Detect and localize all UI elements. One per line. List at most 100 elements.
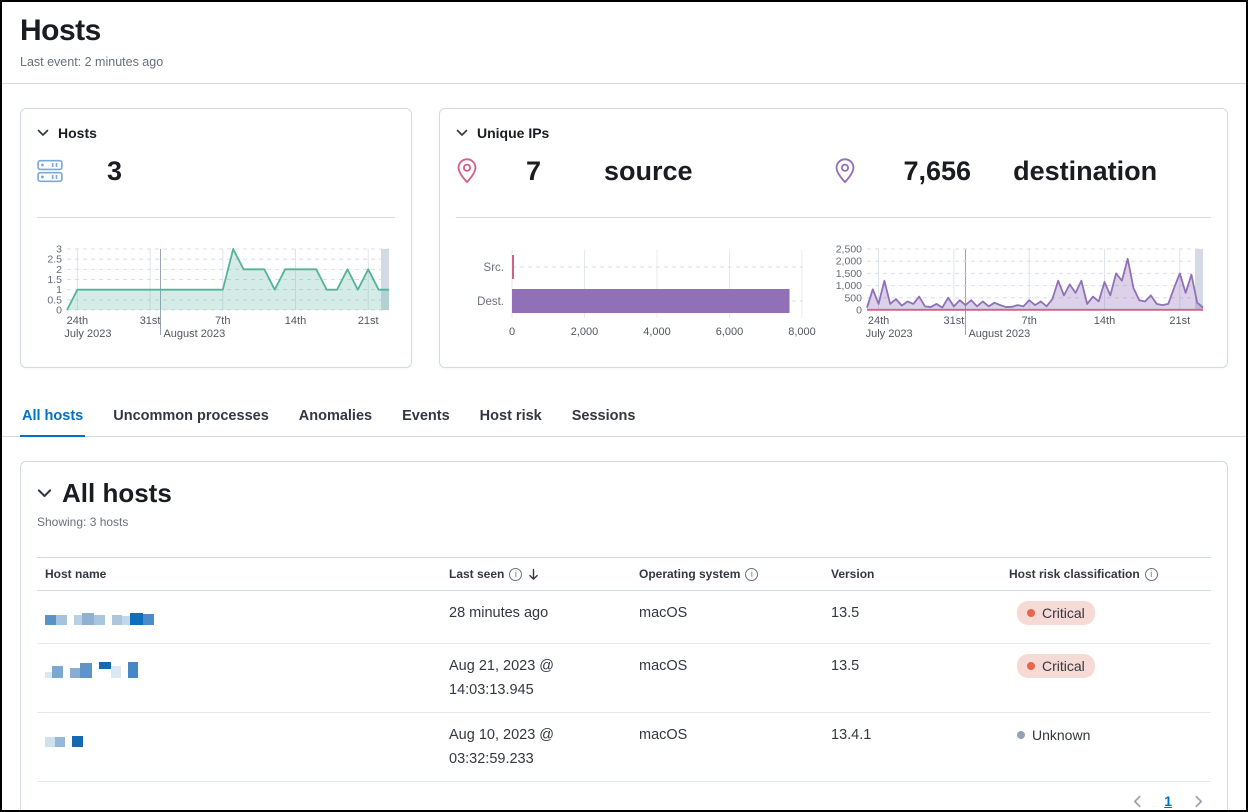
svg-text:2,000: 2,000 [836, 256, 862, 268]
unique-ips-bar-chart[interactable]: Src.Dest.02,0004,0006,0008,000 [456, 244, 816, 346]
unique-ips-area-chart[interactable]: 05001,0001,5002,0002,50024thJuly 202331s… [827, 244, 1211, 346]
column-header-host-risk-classification: Host risk classification i [1009, 558, 1211, 590]
all-hosts-table: Host name Last seeniOperating system i Vers… [37, 557, 1211, 782]
svg-text:7th: 7th [215, 315, 230, 327]
hosts-count: 3 [107, 156, 143, 187]
unique-ips-card-collapse-toggle[interactable] [456, 127, 468, 139]
svg-text:14th: 14th [285, 315, 306, 327]
svg-text:1,000: 1,000 [836, 280, 862, 292]
unique-ips-kpi-card: Unique IPs 7 source 7,656 destination [439, 108, 1228, 368]
tab-sessions[interactable]: Sessions [570, 398, 638, 437]
svg-text:24th: 24th [67, 315, 88, 327]
tab-anomalies[interactable]: Anomalies [297, 398, 374, 437]
svg-text:3: 3 [56, 244, 62, 256]
column-header-host-name: Host name [37, 558, 449, 590]
info-icon[interactable]: i [1145, 568, 1158, 581]
svg-text:8,000: 8,000 [788, 326, 816, 338]
table-row: Aug 10, 2023 @ 03:32:59.233macOS13.4.1 Un… [37, 713, 1211, 782]
svg-text:21st: 21st [358, 315, 379, 327]
all-hosts-collapse-toggle[interactable] [37, 486, 52, 501]
svg-text:1,500: 1,500 [836, 268, 862, 280]
column-header-version: Version [831, 558, 1009, 590]
last-seen-cell: Aug 10, 2023 @ 03:32:59.233 [449, 713, 639, 781]
last-seen-cell: 28 minutes ago [449, 591, 639, 643]
svg-text:7th: 7th [1022, 315, 1037, 327]
chevron-down-icon [456, 127, 468, 139]
risk-badge-critical: Critical [1017, 654, 1095, 678]
svg-text:24th: 24th [868, 315, 889, 327]
info-icon[interactable]: i [745, 568, 758, 581]
hosts-area-chart[interactable]: 00.511.522.5324thJuly 202331stAugust 202… [37, 244, 397, 346]
map-pin-icon-destination [834, 158, 860, 184]
source-ips-count: 7 [526, 156, 562, 187]
svg-text:0: 0 [856, 305, 862, 317]
chevron-down-icon [37, 486, 52, 501]
column-header-last-seen[interactable]: Last seeni [449, 558, 639, 590]
host-name-link[interactable] [45, 723, 83, 747]
destination-ips-label: destination [1013, 156, 1157, 187]
table-row: Aug 21, 2023 @ 14:03:13.945macOS13.5Crit… [37, 644, 1211, 713]
tab-uncommon-processes[interactable]: Uncommon processes [111, 398, 271, 437]
risk-dot-icon [1017, 731, 1025, 739]
column-label: Host risk classification [1009, 567, 1140, 581]
source-ips-stat: 7 source [456, 151, 834, 191]
chevron-down-icon [37, 127, 49, 139]
risk-badge-unknown: Unknown [1017, 723, 1100, 747]
hosts-section-tabs: All hosts Uncommon processes Anomalies Even… [2, 398, 1246, 437]
prev-page-button[interactable] [1131, 795, 1144, 808]
svg-text:2,500: 2,500 [836, 244, 862, 256]
card-divider [37, 217, 395, 218]
next-page-button[interactable] [1192, 795, 1205, 808]
column-label: Operating system [639, 567, 740, 581]
risk-dot-icon [1027, 662, 1035, 670]
card-divider [456, 217, 1211, 218]
svg-text:500: 500 [844, 292, 862, 304]
hosts-card-title: Hosts [58, 125, 97, 141]
svg-text:August 2023: August 2023 [968, 328, 1030, 340]
svg-text:July 2023: July 2023 [64, 328, 111, 340]
host-name-link[interactable] [45, 654, 138, 678]
destination-ips-count: 7,656 [904, 156, 972, 187]
svg-text:31st: 31st [140, 315, 161, 327]
page-title: Hosts [20, 14, 1228, 48]
column-header-operating-system: Operating system i [639, 558, 831, 590]
svg-text:0: 0 [509, 326, 515, 338]
table-body: 28 minutes agomacOS13.5CriticalAug 21, 2… [37, 591, 1211, 782]
tab-all-hosts[interactable]: All hosts [20, 398, 85, 437]
host-risk-cell: Critical [1009, 644, 1211, 712]
host-risk-cell: Unknown [1009, 713, 1211, 781]
column-label: Version [831, 567, 874, 581]
risk-dot-icon [1027, 609, 1035, 617]
svg-text:31st: 31st [943, 315, 964, 327]
last-seen-cell: Aug 21, 2023 @ 14:03:13.945 [449, 644, 639, 712]
host-name-link[interactable] [45, 601, 154, 625]
info-icon[interactable]: i [509, 568, 522, 581]
destination-ips-stat: 7,656 destination [834, 151, 1212, 191]
operating-system-cell: macOS [639, 591, 831, 643]
svg-text:2,000: 2,000 [571, 326, 599, 338]
version-cell: 13.4.1 [831, 713, 1009, 781]
showing-count: Showing: 3 hosts [37, 515, 1211, 529]
hosts-card-collapse-toggle[interactable] [37, 127, 49, 139]
svg-text:Src.: Src. [484, 262, 504, 274]
svg-text:August 2023: August 2023 [163, 328, 225, 340]
version-cell: 13.5 [831, 591, 1009, 643]
kpi-cards-row: Hosts 3 00.511.522.5324thJuly 202331stAu… [2, 84, 1246, 368]
last-event-text: Last event: 2 minutes ago [20, 55, 1228, 69]
svg-text:4,000: 4,000 [643, 326, 671, 338]
tab-host-risk[interactable]: Host risk [478, 398, 544, 437]
chevron-right-icon [1192, 795, 1205, 808]
svg-text:14th: 14th [1094, 315, 1115, 327]
storage-icon [37, 159, 63, 183]
operating-system-cell: macOS [639, 644, 831, 712]
app-window: Hosts Last event: 2 minutes ago Hosts 3 [0, 0, 1248, 812]
svg-text:Dest.: Dest. [477, 296, 504, 308]
all-hosts-title: All hosts [62, 478, 172, 509]
column-label: Host name [45, 567, 106, 581]
map-pin-icon-source [456, 158, 482, 184]
chevron-left-icon [1131, 795, 1144, 808]
unique-ips-card-title: Unique IPs [477, 125, 549, 141]
operating-system-cell: macOS [639, 713, 831, 781]
page-number-button[interactable]: 1 [1164, 793, 1172, 809]
tab-events[interactable]: Events [400, 398, 452, 437]
